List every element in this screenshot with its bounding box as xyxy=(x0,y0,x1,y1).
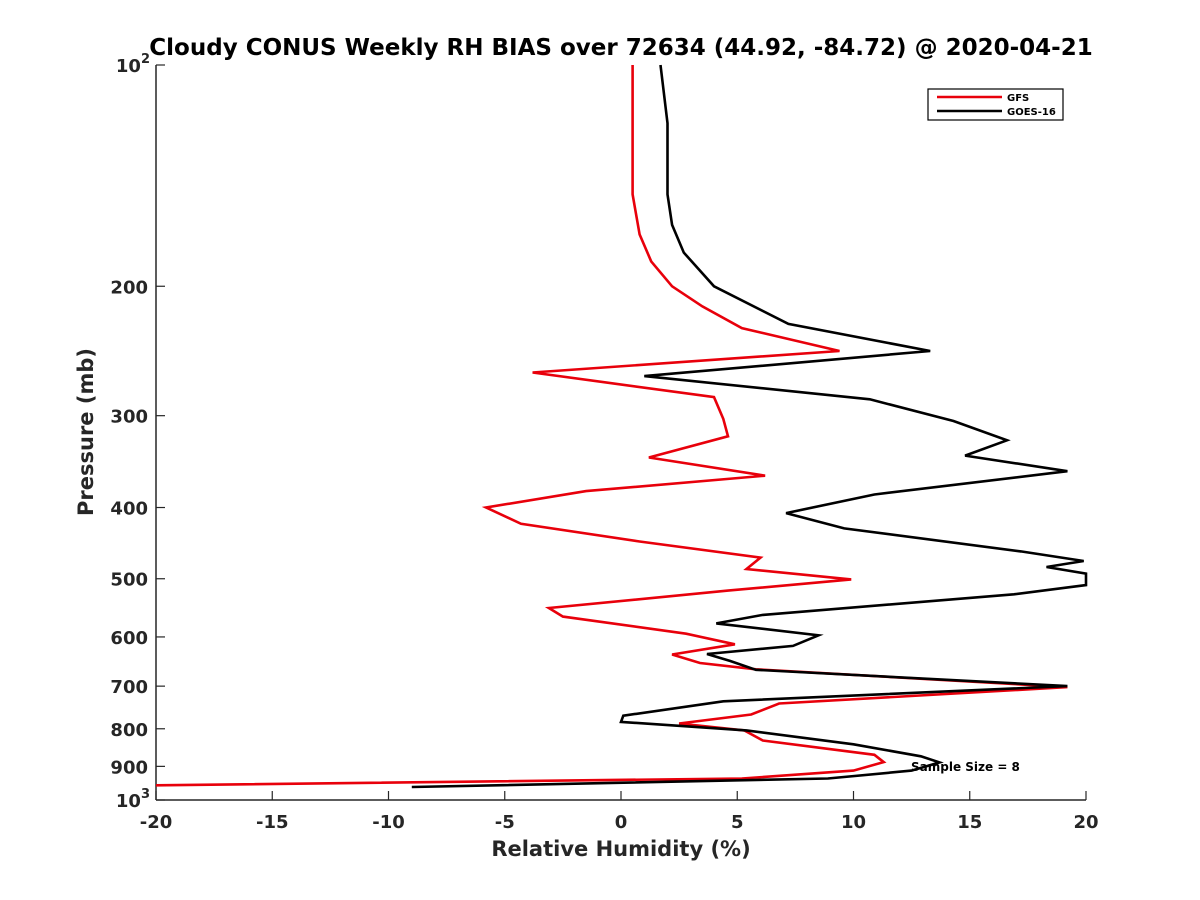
x-tick-label: 0 xyxy=(615,812,628,833)
chart-title: Cloudy CONUS Weekly RH BIAS over 72634 (… xyxy=(149,35,1092,61)
plot-area: -20 -15 -10 -5 0 5 10 15 20 102 200 300 400 500 600 70… xyxy=(110,52,1098,833)
y-tick-label: 500 xyxy=(110,570,148,591)
y-tick-label: 103 xyxy=(116,787,150,812)
x-tick-label: -20 xyxy=(140,812,173,833)
x-tick-label: 10 xyxy=(841,812,866,833)
y-tick-label: 900 xyxy=(110,757,148,778)
x-ticks: -20 -15 -10 -5 0 5 10 15 20 xyxy=(140,791,1099,833)
y-tick-label: 102 xyxy=(116,52,150,77)
x-tick-label: 15 xyxy=(957,812,982,833)
x-tick-label: 5 xyxy=(731,812,744,833)
series-layer xyxy=(155,64,1088,789)
y-tick-label: 700 xyxy=(110,677,148,698)
legend-label-goes16: GOES-16 xyxy=(1007,107,1056,118)
series-line-gfs xyxy=(155,65,1068,787)
y-tick-label: 200 xyxy=(110,277,148,298)
y-axis-label: Pressure (mb) xyxy=(74,348,98,516)
legend-label-gfs: GFS xyxy=(1007,93,1029,104)
x-tick-label: 20 xyxy=(1073,812,1098,833)
y-tick-label: 300 xyxy=(110,407,148,428)
legend-box xyxy=(927,88,1064,121)
series-line-goes16 xyxy=(411,64,1088,789)
y-tick-label: 400 xyxy=(110,499,148,520)
x-axis-label: Relative Humidity (%) xyxy=(491,837,750,861)
x-tick-label: -10 xyxy=(372,812,405,833)
x-tick-label: -15 xyxy=(256,812,289,833)
legend: GFS GOES-16 xyxy=(927,88,1064,121)
y-tick-label: 800 xyxy=(110,720,148,741)
y-tick-label: 600 xyxy=(110,628,148,649)
y-ticks: 102 200 300 400 500 600 700 800 900 103 xyxy=(110,52,165,812)
x-tick-label: -5 xyxy=(495,812,515,833)
sample-size-annotation: Sample Size = 8 xyxy=(911,760,1020,774)
